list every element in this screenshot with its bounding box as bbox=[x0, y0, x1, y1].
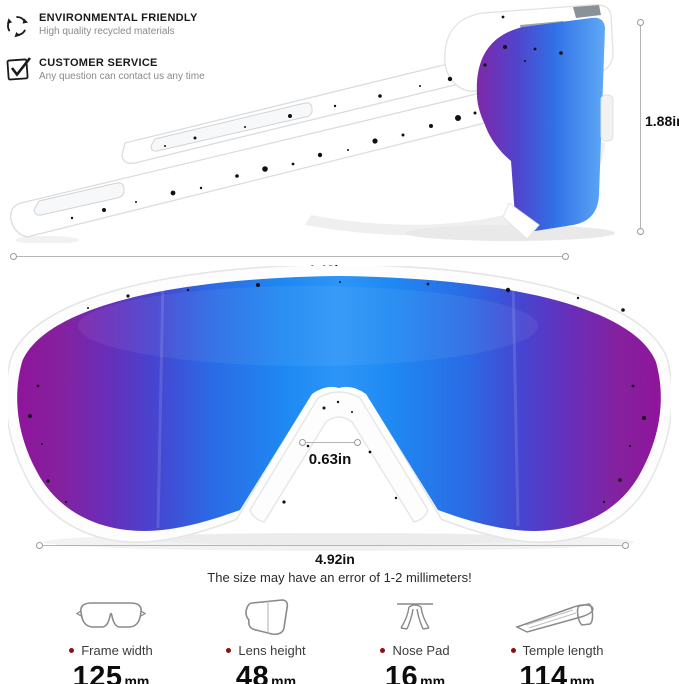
measure-endpoint-dot bbox=[36, 542, 43, 549]
spec-value-number: 16 bbox=[384, 661, 419, 684]
spec-unit: mm bbox=[271, 673, 297, 684]
feature-subtitle-customer-service: Any question can contact us any time bbox=[39, 71, 205, 82]
red-bullet-dot bbox=[380, 648, 386, 653]
measure-endpoint-dot bbox=[622, 542, 629, 549]
measure-endpoint-dot bbox=[10, 253, 17, 260]
nose-gap-measure-line bbox=[303, 442, 357, 443]
spec-unit: mm bbox=[569, 673, 595, 684]
red-bullet-dot bbox=[510, 648, 516, 653]
spec-value-number: 125 bbox=[72, 661, 123, 684]
spec-unit: mm bbox=[124, 673, 150, 684]
measure-endpoint-dot bbox=[299, 439, 306, 446]
spec-label-text: Frame width bbox=[81, 643, 153, 658]
spec-value-number: 48 bbox=[235, 661, 270, 684]
spec-label-text: Lens height bbox=[238, 643, 306, 658]
spec-lens-height: Lens height 48 mm bbox=[191, 597, 341, 684]
recycle-icon bbox=[4, 13, 30, 44]
side-view-photo bbox=[5, 3, 620, 248]
spec-temple-length: Temple length 114 mm bbox=[482, 597, 632, 684]
nose-pad-icon bbox=[340, 597, 490, 637]
red-bullet-dot bbox=[69, 648, 75, 653]
nose-gap-label: 0.63in bbox=[308, 451, 352, 468]
measure-endpoint-dot bbox=[354, 439, 361, 446]
spec-nose-pad: Nose Pad 16 mm bbox=[340, 597, 490, 684]
front-width-measure-line bbox=[40, 545, 625, 546]
temple-length-icon bbox=[482, 597, 632, 637]
glasses-front-icon bbox=[36, 597, 186, 637]
feature-subtitle-environmental: High quality recycled materials bbox=[39, 26, 175, 37]
spec-label-text: Nose Pad bbox=[392, 643, 450, 658]
size-disclaimer-note: The size may have an error of 1-2 millim… bbox=[207, 570, 472, 585]
measure-endpoint-dot bbox=[637, 228, 644, 235]
side-height-label: 1.88in bbox=[645, 113, 679, 129]
lens-height-icon bbox=[191, 597, 341, 637]
feature-title-environmental: ENVIRONMENTAL FRIENDLY bbox=[39, 12, 198, 24]
front-view-photo bbox=[5, 263, 673, 560]
spec-frame-width: Frame width 125 mm bbox=[36, 597, 186, 684]
spec-label-text: Temple length bbox=[522, 643, 604, 658]
side-width-measure-line bbox=[14, 256, 565, 257]
spec-unit: mm bbox=[420, 673, 446, 684]
measure-endpoint-dot bbox=[637, 19, 644, 26]
red-bullet-dot bbox=[226, 648, 232, 653]
measure-endpoint-dot bbox=[562, 253, 569, 260]
checkbox-check-icon bbox=[5, 55, 33, 87]
height-measure-line bbox=[640, 24, 641, 228]
spec-value-number: 114 bbox=[519, 661, 568, 684]
feature-title-customer-service: CUSTOMER SERVICE bbox=[39, 57, 158, 69]
front-width-label: 4.92in bbox=[315, 551, 355, 567]
